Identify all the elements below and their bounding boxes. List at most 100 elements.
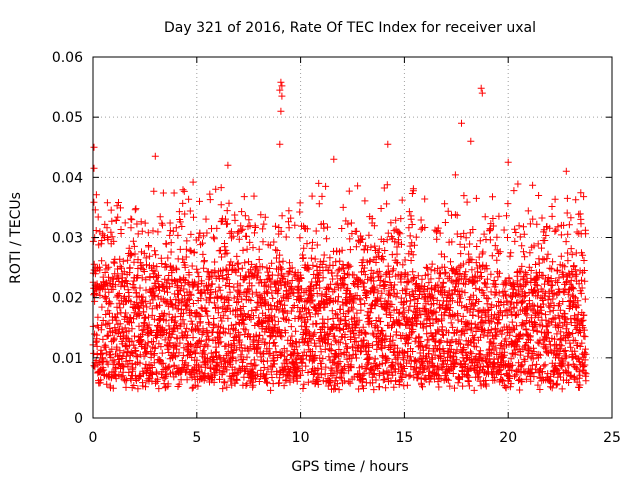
data-point <box>159 295 167 303</box>
data-point <box>427 374 435 382</box>
data-point <box>566 339 574 347</box>
data-point <box>538 244 545 252</box>
data-point <box>159 221 166 229</box>
data-point <box>122 383 130 391</box>
data-point <box>352 243 360 251</box>
data-point <box>304 328 312 336</box>
data-point <box>116 347 124 355</box>
data-point <box>249 365 257 373</box>
data-point <box>427 275 435 283</box>
data-point <box>98 321 106 329</box>
data-point <box>201 257 208 265</box>
data-point <box>92 191 100 199</box>
data-point <box>385 308 393 316</box>
data-point <box>552 226 560 234</box>
data-point <box>461 360 469 368</box>
data-point <box>153 302 160 310</box>
data-point <box>506 383 514 391</box>
data-point <box>581 349 589 357</box>
data-point <box>496 341 504 349</box>
data-point <box>296 208 304 216</box>
data-point <box>167 248 175 256</box>
data-point <box>142 383 149 391</box>
data-point <box>180 309 187 317</box>
data-point <box>149 287 157 295</box>
data-point <box>427 266 435 274</box>
data-point <box>458 119 465 127</box>
data-point <box>153 263 161 271</box>
data-point <box>471 334 479 342</box>
data-point <box>526 297 533 305</box>
data-point <box>400 308 408 316</box>
data-point <box>247 315 255 323</box>
data-point <box>139 330 147 338</box>
data-point <box>346 379 354 387</box>
data-point <box>288 332 296 340</box>
data-point <box>324 331 332 338</box>
data-point <box>176 339 184 347</box>
data-point <box>407 215 415 223</box>
data-point <box>344 220 352 228</box>
data-point <box>237 341 245 349</box>
data-point <box>448 291 456 299</box>
data-point <box>371 242 379 250</box>
data-point <box>127 251 135 259</box>
data-point <box>128 337 136 345</box>
data-point <box>361 271 369 279</box>
data-point <box>456 270 464 277</box>
data-point <box>392 293 400 301</box>
data-point <box>324 382 332 390</box>
data-point <box>112 316 120 324</box>
data-point <box>125 292 133 300</box>
data-point <box>193 356 201 364</box>
data-point <box>233 260 241 268</box>
data-point <box>200 264 208 272</box>
data-point <box>475 253 483 261</box>
data-point <box>461 289 469 297</box>
data-point <box>551 335 558 343</box>
data-point <box>334 362 342 370</box>
data-point <box>267 283 275 291</box>
data-point <box>392 377 400 385</box>
data-point <box>124 256 132 264</box>
data-point <box>496 269 503 277</box>
data-point <box>236 282 244 290</box>
data-point <box>453 326 461 334</box>
data-point <box>406 242 414 250</box>
data-point <box>492 288 500 296</box>
data-point <box>274 271 282 279</box>
data-point <box>250 192 258 200</box>
data-point <box>433 316 441 324</box>
data-point <box>145 364 153 372</box>
data-point <box>566 371 574 379</box>
data-point <box>114 291 122 299</box>
data-point <box>113 303 121 311</box>
data-point <box>176 245 184 253</box>
data-point <box>173 345 181 353</box>
data-point <box>311 352 319 359</box>
data-point <box>523 277 531 285</box>
data-point <box>563 209 571 217</box>
data-point <box>418 358 426 366</box>
data-point <box>534 313 542 321</box>
data-point <box>309 261 317 269</box>
data-point <box>219 312 227 320</box>
data-point <box>422 263 430 271</box>
data-point <box>181 263 189 271</box>
data-point <box>180 320 188 328</box>
data-point <box>520 248 527 256</box>
data-point <box>282 233 290 241</box>
data-point <box>549 306 557 314</box>
data-point <box>409 251 417 259</box>
data-point <box>216 375 223 383</box>
data-point <box>297 371 305 379</box>
data-point <box>144 229 152 237</box>
data-point <box>441 200 449 208</box>
data-point <box>384 355 392 363</box>
data-point <box>514 180 522 188</box>
data-point <box>148 305 156 313</box>
data-point <box>165 343 173 351</box>
data-point <box>229 262 236 269</box>
data-point <box>228 355 236 362</box>
data-point <box>495 212 503 220</box>
